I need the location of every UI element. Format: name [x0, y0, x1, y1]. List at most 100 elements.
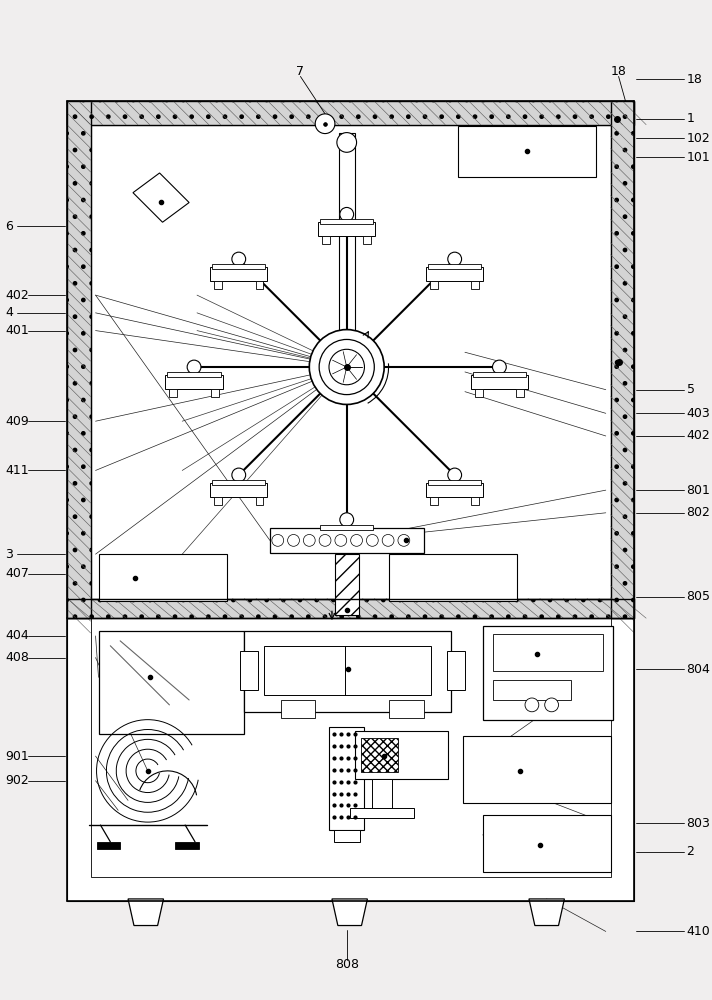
Bar	[428, 264, 481, 269]
Circle shape	[303, 534, 315, 546]
Text: 401: 401	[5, 324, 28, 337]
Text: 1: 1	[686, 112, 694, 125]
Bar	[167, 372, 221, 377]
Bar	[471, 281, 479, 289]
Bar	[241, 651, 258, 690]
Circle shape	[232, 468, 246, 482]
Text: 902: 902	[5, 774, 28, 787]
Circle shape	[335, 534, 347, 546]
Text: 18: 18	[686, 73, 703, 86]
Bar	[493, 680, 571, 700]
Bar	[270, 528, 424, 553]
Text: 808: 808	[335, 958, 359, 971]
Bar	[430, 281, 438, 289]
Circle shape	[340, 207, 354, 221]
Bar	[363, 236, 372, 244]
Bar	[355, 731, 448, 779]
Text: 410: 410	[686, 925, 711, 938]
Polygon shape	[529, 899, 565, 926]
Bar	[471, 497, 479, 505]
Circle shape	[187, 360, 201, 374]
Bar	[97, 842, 120, 849]
Bar	[483, 815, 611, 872]
Text: 411: 411	[5, 464, 28, 477]
Bar	[244, 631, 451, 712]
Text: 6: 6	[5, 220, 13, 233]
Text: 407: 407	[5, 567, 28, 580]
Bar	[211, 389, 219, 397]
Bar	[339, 133, 355, 333]
Text: 901: 901	[5, 750, 28, 763]
Text: 4: 4	[5, 306, 13, 319]
Circle shape	[367, 534, 378, 546]
Text: 801: 801	[686, 484, 711, 497]
Bar	[458, 126, 596, 177]
Bar	[473, 372, 526, 377]
Bar	[389, 554, 517, 601]
Bar	[67, 599, 634, 618]
Circle shape	[319, 534, 331, 546]
Bar	[426, 483, 483, 497]
Text: 804: 804	[686, 663, 711, 676]
Bar	[67, 101, 634, 125]
Circle shape	[315, 114, 335, 134]
Polygon shape	[133, 173, 189, 222]
Circle shape	[448, 252, 461, 266]
Polygon shape	[332, 899, 367, 926]
Bar	[372, 779, 392, 808]
Bar	[318, 528, 375, 541]
Bar	[611, 101, 634, 618]
Bar	[67, 618, 634, 901]
Text: 2: 2	[686, 845, 694, 858]
Bar	[320, 219, 373, 224]
Text: 101: 101	[686, 151, 711, 164]
Bar	[98, 554, 226, 601]
Text: 408: 408	[5, 651, 28, 664]
Bar	[430, 497, 438, 505]
Bar	[214, 497, 222, 505]
Bar	[426, 267, 483, 281]
Bar	[90, 125, 611, 599]
Bar	[335, 554, 359, 615]
Text: 5: 5	[686, 383, 694, 396]
Bar	[169, 389, 177, 397]
Text: 805: 805	[686, 590, 711, 603]
Circle shape	[319, 339, 375, 395]
Bar	[475, 389, 483, 397]
Circle shape	[493, 360, 506, 374]
Text: 403: 403	[686, 407, 711, 420]
Bar	[212, 480, 266, 485]
Bar	[98, 631, 244, 734]
Bar	[329, 727, 365, 830]
Bar	[320, 525, 373, 530]
Circle shape	[232, 252, 246, 266]
Bar	[264, 646, 431, 695]
Bar	[471, 375, 528, 389]
Circle shape	[398, 534, 410, 546]
Text: 802: 802	[686, 506, 711, 519]
Bar	[67, 101, 90, 618]
Bar	[447, 651, 465, 690]
Text: 803: 803	[686, 817, 711, 830]
Text: 409: 409	[5, 415, 28, 428]
Bar	[360, 738, 398, 772]
Bar	[483, 626, 613, 720]
Bar	[214, 281, 222, 289]
Circle shape	[329, 349, 365, 385]
Text: 402: 402	[686, 429, 711, 442]
Bar	[363, 541, 372, 549]
Circle shape	[309, 330, 384, 404]
Bar	[256, 281, 263, 289]
Text: 18: 18	[611, 65, 627, 78]
Bar	[256, 497, 263, 505]
Circle shape	[351, 534, 362, 546]
Bar	[210, 267, 267, 281]
Bar	[90, 618, 611, 877]
Polygon shape	[128, 899, 164, 926]
Bar	[318, 222, 375, 236]
Bar	[389, 700, 424, 718]
Bar	[322, 541, 330, 549]
Circle shape	[288, 534, 300, 546]
Circle shape	[545, 698, 558, 712]
Bar	[334, 830, 360, 842]
